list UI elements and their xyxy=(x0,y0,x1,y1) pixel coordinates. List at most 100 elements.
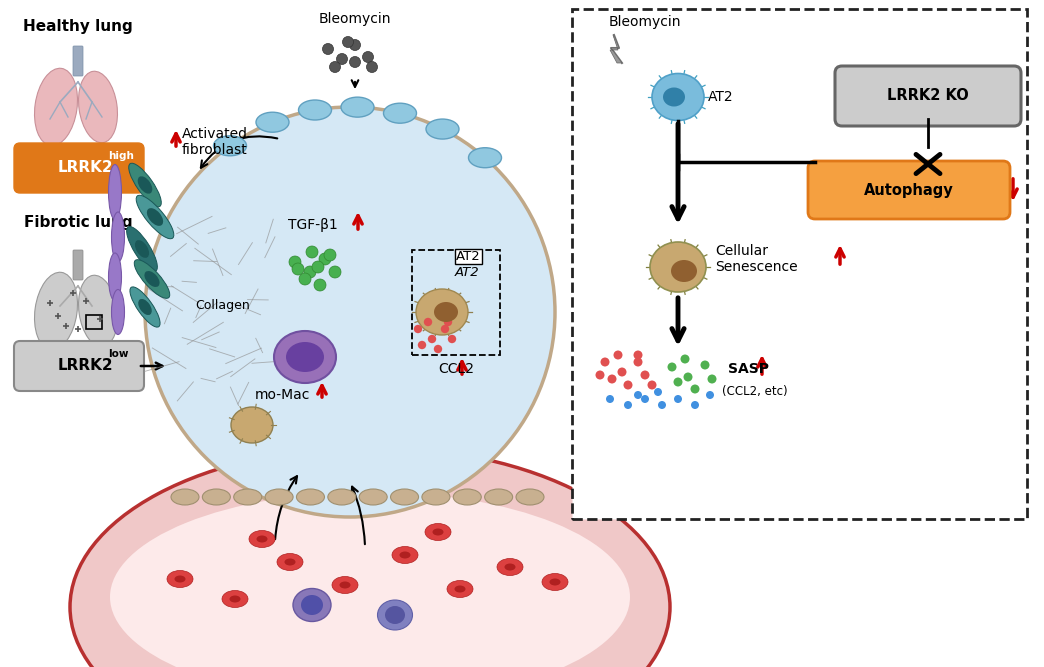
Ellipse shape xyxy=(203,489,231,505)
Circle shape xyxy=(658,401,666,409)
Ellipse shape xyxy=(542,574,568,590)
Circle shape xyxy=(329,266,341,278)
Ellipse shape xyxy=(257,536,267,542)
Ellipse shape xyxy=(109,253,121,301)
Circle shape xyxy=(289,256,301,268)
Circle shape xyxy=(617,368,626,376)
Circle shape xyxy=(441,325,449,334)
Circle shape xyxy=(681,354,689,364)
Ellipse shape xyxy=(378,600,412,630)
Circle shape xyxy=(299,273,311,285)
Text: Healthy lung: Healthy lung xyxy=(23,19,133,34)
Ellipse shape xyxy=(652,73,704,121)
Ellipse shape xyxy=(453,489,481,505)
Circle shape xyxy=(319,253,331,265)
Circle shape xyxy=(362,51,374,63)
Ellipse shape xyxy=(78,71,118,143)
Ellipse shape xyxy=(135,240,149,258)
Text: AT2: AT2 xyxy=(456,250,480,263)
Circle shape xyxy=(444,317,452,326)
Circle shape xyxy=(608,374,617,384)
Circle shape xyxy=(434,345,443,354)
Ellipse shape xyxy=(383,103,417,123)
Ellipse shape xyxy=(128,163,161,207)
Ellipse shape xyxy=(286,342,324,372)
Ellipse shape xyxy=(328,489,356,505)
Ellipse shape xyxy=(145,107,555,517)
Ellipse shape xyxy=(265,489,293,505)
Text: AT2: AT2 xyxy=(708,90,734,104)
Ellipse shape xyxy=(447,580,473,598)
Ellipse shape xyxy=(171,489,199,505)
Ellipse shape xyxy=(339,582,351,588)
Circle shape xyxy=(448,335,456,344)
Circle shape xyxy=(606,395,614,403)
Ellipse shape xyxy=(400,552,410,558)
Text: LRRK2: LRRK2 xyxy=(58,358,114,374)
Ellipse shape xyxy=(432,528,444,536)
Ellipse shape xyxy=(425,524,451,540)
Circle shape xyxy=(667,362,677,372)
Text: Cellular
Senescence: Cellular Senescence xyxy=(715,244,798,274)
Bar xyxy=(86,315,102,329)
Ellipse shape xyxy=(129,287,160,327)
Ellipse shape xyxy=(454,586,466,592)
Circle shape xyxy=(330,61,340,73)
Ellipse shape xyxy=(34,68,77,145)
Ellipse shape xyxy=(34,272,77,350)
Circle shape xyxy=(600,358,610,366)
Text: Bleomycin: Bleomycin xyxy=(318,12,392,26)
Ellipse shape xyxy=(234,489,262,505)
Circle shape xyxy=(701,360,710,370)
Circle shape xyxy=(306,246,318,258)
Text: low: low xyxy=(108,349,128,359)
Ellipse shape xyxy=(385,606,405,624)
Ellipse shape xyxy=(341,97,374,117)
Circle shape xyxy=(418,341,426,350)
Ellipse shape xyxy=(231,407,272,443)
Text: Autophagy: Autophagy xyxy=(864,183,954,197)
Ellipse shape xyxy=(277,554,303,570)
Circle shape xyxy=(292,263,304,275)
Ellipse shape xyxy=(78,275,118,347)
Circle shape xyxy=(673,378,683,386)
Ellipse shape xyxy=(147,208,163,226)
Circle shape xyxy=(690,384,699,394)
Circle shape xyxy=(708,374,716,384)
Ellipse shape xyxy=(469,147,501,167)
Text: AT2: AT2 xyxy=(455,265,479,279)
Ellipse shape xyxy=(416,289,468,335)
Circle shape xyxy=(413,325,422,334)
Circle shape xyxy=(595,370,604,380)
Text: LRRK2: LRRK2 xyxy=(58,159,114,175)
Ellipse shape xyxy=(222,590,248,608)
Text: Bleomycin: Bleomycin xyxy=(609,15,682,29)
FancyBboxPatch shape xyxy=(808,161,1010,219)
Text: TGF-β1: TGF-β1 xyxy=(288,218,338,232)
Circle shape xyxy=(424,317,432,326)
Ellipse shape xyxy=(301,595,323,615)
Ellipse shape xyxy=(138,176,152,193)
Text: high: high xyxy=(108,151,134,161)
Circle shape xyxy=(684,372,692,382)
FancyBboxPatch shape xyxy=(835,66,1021,126)
Ellipse shape xyxy=(549,578,561,586)
Circle shape xyxy=(304,266,316,278)
Ellipse shape xyxy=(274,331,336,383)
Ellipse shape xyxy=(426,119,459,139)
Polygon shape xyxy=(610,35,622,63)
Ellipse shape xyxy=(332,576,358,594)
Text: Collagen: Collagen xyxy=(195,299,250,311)
Ellipse shape xyxy=(167,570,193,588)
Circle shape xyxy=(647,380,657,390)
Ellipse shape xyxy=(392,546,418,564)
Ellipse shape xyxy=(650,242,706,292)
Ellipse shape xyxy=(663,87,685,107)
Ellipse shape xyxy=(299,100,332,120)
Ellipse shape xyxy=(110,492,630,667)
Circle shape xyxy=(634,358,642,366)
Circle shape xyxy=(336,53,348,65)
Ellipse shape xyxy=(516,489,544,505)
Text: LRRK2 KO: LRRK2 KO xyxy=(887,89,969,103)
Ellipse shape xyxy=(359,489,387,505)
